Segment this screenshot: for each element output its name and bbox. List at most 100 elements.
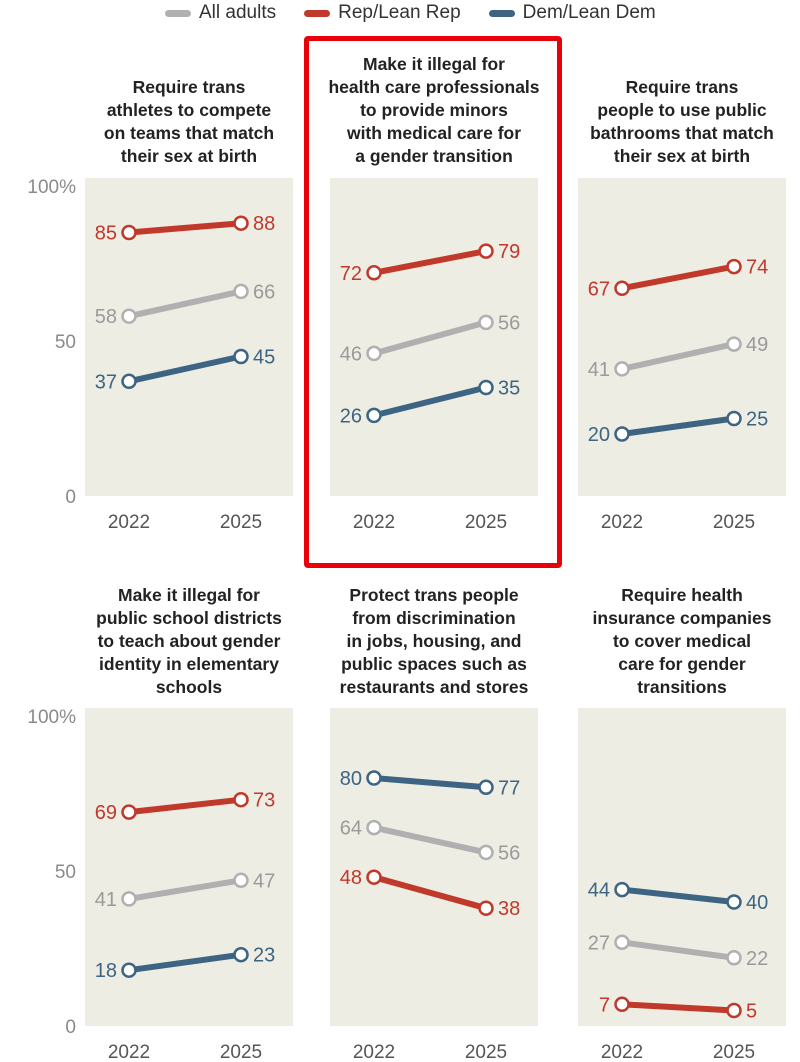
data-point-all <box>233 283 249 300</box>
y-tick-label: 0 <box>65 487 76 508</box>
data-label-all: 58 <box>95 306 117 328</box>
data-label-dem: 25 <box>746 409 768 431</box>
data-label-rep: 72 <box>340 263 362 285</box>
data-label-rep: 88 <box>253 213 275 235</box>
panel-title: Require health insurance companies to cove… <box>562 584 800 699</box>
data-point-dem <box>366 770 382 786</box>
data-point-all <box>614 934 630 951</box>
data-label-all: 64 <box>340 818 362 840</box>
data-label-rep: 48 <box>340 867 362 889</box>
panel-title-line: identity in elementary <box>99 654 279 674</box>
data-point-all <box>121 891 137 907</box>
panel-title-line: to teach about gender <box>97 631 281 651</box>
data-label-rep: 5 <box>746 1001 757 1023</box>
data-point-dem <box>233 348 249 365</box>
data-point-rep <box>366 265 382 281</box>
panel-title-line: to provide minors <box>360 100 508 120</box>
series-line-dem <box>126 353 244 385</box>
data-point-rep <box>121 804 137 820</box>
panel-title-line: a gender transition <box>355 146 513 166</box>
series-line-dem <box>371 384 489 419</box>
series-line-rep <box>371 874 489 912</box>
x-tick-label: 2022 <box>353 1042 395 1062</box>
panel-title-line: their sex at birth <box>613 146 751 166</box>
series-line-dem <box>619 415 737 437</box>
legend-item-rep: Rep/Lean Rep <box>304 2 461 24</box>
y-tick-label: 100% <box>27 177 76 198</box>
panel-title-line: public school districts <box>96 608 282 628</box>
data-label-dem: 35 <box>498 378 520 400</box>
data-label-dem: 18 <box>95 960 117 982</box>
x-tick-label: 2022 <box>108 512 150 533</box>
data-label-rep: 73 <box>253 790 275 812</box>
data-label-rep: 85 <box>95 223 117 245</box>
data-label-all: 56 <box>498 842 520 864</box>
panel-title-line: insurance companies <box>592 608 772 628</box>
legend-item-dem: Dem/Lean Dem <box>488 2 656 24</box>
panel-title-line: on teams that match <box>103 123 275 143</box>
panel-title-line: Require health <box>621 585 743 605</box>
series-line-all <box>619 341 737 372</box>
panel-title-line: Protect trans people <box>349 585 519 605</box>
legend-swatch-all-adults <box>165 9 191 17</box>
panel-title: Protect trans people from discrimination i… <box>314 584 554 699</box>
legend-item-all-adults: All adults <box>165 2 276 24</box>
data-point-dem <box>478 779 494 796</box>
data-label-all: 41 <box>588 359 610 381</box>
panel-title-line: their sex at birth <box>120 146 258 166</box>
data-point-all <box>478 844 494 861</box>
data-point-dem <box>614 426 630 442</box>
x-tick-label: 2025 <box>465 1042 507 1062</box>
panel-title-line: people to use public <box>597 100 767 120</box>
x-tick-label: 2022 <box>108 1042 150 1062</box>
x-tick-label: 2022 <box>601 1042 643 1062</box>
series-line-dem <box>126 951 244 974</box>
data-label-dem: 20 <box>588 424 610 446</box>
legend-swatch-dem <box>488 9 515 17</box>
panel-title-line: Require trans <box>132 77 246 97</box>
series-line-all <box>619 939 737 961</box>
legend-label-rep: Rep/Lean Rep <box>338 2 461 23</box>
legend-label-all-adults: All adults <box>199 2 277 23</box>
panel-background <box>85 708 293 1026</box>
series-line-all <box>371 319 489 357</box>
data-label-all: 22 <box>746 948 768 970</box>
data-point-rep <box>726 1002 742 1019</box>
data-label-rep: 38 <box>498 898 520 920</box>
data-point-dem <box>121 373 137 390</box>
panel-title-line: Require trans <box>625 77 739 97</box>
panel-title: Make it illegal for public school distric… <box>69 584 309 699</box>
panel-title: Make it illegal for health care professio… <box>314 53 554 168</box>
series-line-all <box>371 824 489 856</box>
legend: All adults Rep/Lean Rep Dem/Lean Dem <box>165 2 656 24</box>
panel-title-line: public spaces such as <box>341 654 527 674</box>
panel-title-line: restaurants and stores <box>339 677 529 697</box>
data-label-dem: 26 <box>340 405 362 427</box>
data-label-dem: 44 <box>588 880 610 902</box>
x-tick-label: 2022 <box>353 512 395 533</box>
data-point-all <box>726 950 742 966</box>
data-point-rep <box>121 224 137 241</box>
data-point-all <box>366 819 382 836</box>
panel-title-line: to cover medical <box>612 631 752 651</box>
legend-swatch-rep <box>304 9 331 17</box>
data-point-dem <box>614 881 630 898</box>
data-point-rep <box>233 791 249 808</box>
panel-title-line: athletes to compete <box>106 100 272 120</box>
data-point-all <box>726 336 742 352</box>
x-tick-label: 2025 <box>713 512 755 533</box>
panel-title-line: Make it illegal for <box>363 54 505 74</box>
y-tick-label: 0 <box>65 1017 76 1038</box>
data-point-rep <box>478 243 494 259</box>
data-point-rep <box>478 900 494 916</box>
data-point-all <box>478 314 494 331</box>
legend-label-dem: Dem/Lean Dem <box>522 2 656 23</box>
data-label-rep: 7 <box>599 994 610 1016</box>
data-point-rep <box>366 869 382 885</box>
data-label-dem: 40 <box>746 892 768 914</box>
series-line-rep <box>619 1001 737 1014</box>
data-point-rep <box>233 215 249 231</box>
panel-title: Require trans people to use public bathroo… <box>562 76 800 168</box>
panel-title-line: in jobs, housing, and <box>346 631 522 651</box>
